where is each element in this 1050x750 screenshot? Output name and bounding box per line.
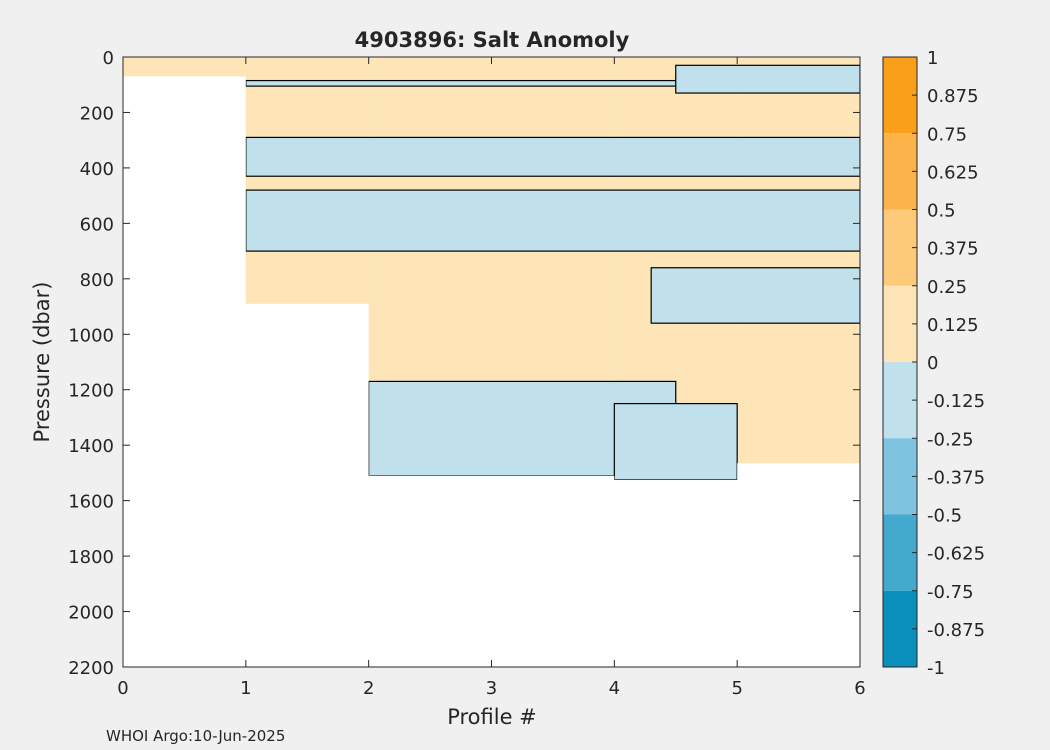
colorbar-tick-label: -0.5 [927,506,962,527]
x-tick-label: 5 [731,678,742,699]
colorbar-bin-4 [883,362,917,439]
footer-credit: WHOI Argo:10-Jun-2025 [106,727,285,745]
negative-band-2 [245,136,861,177]
colorbar-tick-label: -0.625 [927,544,985,565]
x-tick-label: 6 [854,678,865,699]
colorbar-tick-label: -0.875 [927,620,985,641]
colorbar-tick-label: -1 [927,658,945,679]
colorbar-tick-label: -0.375 [927,467,985,488]
chart-title: 4903896: Salt Anomoly [355,28,630,52]
x-axis-ticks: 0 1 2 3 4 5 6 [117,57,866,699]
y-tick-label: 2000 [68,603,114,624]
y-tick-label: 1800 [68,547,114,568]
y-tick-label: 400 [80,159,114,180]
x-tick-label: 3 [486,678,497,699]
y-tick-label: 1400 [68,436,114,457]
colorbar-tick-label: 0.5 [927,201,956,222]
colorbar-tick-label: -0.75 [927,582,974,603]
y-tick-label: 200 [80,103,114,124]
x-tick-label: 0 [117,678,128,699]
y-tick-label: 800 [80,270,114,291]
anomaly-field [123,57,861,480]
profile-column-4 [737,57,860,464]
y-tick-label: 0 [103,48,114,69]
negative-band-3 [245,189,861,252]
colorbar-tick-label: 0.375 [927,239,979,260]
y-tick-label: 600 [80,214,114,235]
y-tick-label: 1200 [68,381,114,402]
y-tick-label: 2200 [68,658,114,679]
profile-column-1 [245,57,369,304]
colorbar-bin-1 [883,133,917,210]
negative-band-4 [650,267,861,324]
colorbar-tick-label: 0.625 [927,162,979,183]
colorbar-tick-label: 0.75 [927,124,967,145]
colorbar-tick-label: 0.875 [927,86,979,107]
colorbar-bin-3 [883,285,917,362]
colorbar-bin-2 [883,209,917,286]
x-tick-label: 4 [609,678,620,699]
y-axis-label: Pressure (dbar) [30,282,54,443]
colorbar-bin-6 [883,514,917,591]
colorbar-tick-label: 0.125 [927,315,979,336]
colorbar-bin-7 [883,590,917,667]
colorbar-tick-label: -0.125 [927,391,985,412]
y-axis-ticks: 0 200 400 600 800 1000 1200 1400 1600 1800 2000 220… [68,48,860,679]
x-tick-label: 2 [363,678,374,699]
colorbar-tick-label: -0.25 [927,429,974,450]
negative-band-6 [613,402,738,480]
x-axis-label: Profile # [447,705,537,729]
colorbar-bin-0 [883,57,917,134]
colorbar-tick-label: 0 [927,353,938,374]
y-tick-label: 1000 [68,325,114,346]
colorbar-tick-label: 1 [927,48,938,69]
colorbar-tick-label: 0.25 [927,277,967,298]
profile-column-0 [123,57,246,77]
negative-band-1 [675,64,861,94]
colorbar-bin-5 [883,438,917,515]
y-tick-label: 1600 [68,492,114,513]
x-tick-label: 1 [240,678,251,699]
negative-anomaly-bands [245,64,861,480]
colorbar: 1 0.875 0.75 0.625 0.5 0.375 0.25 0.125 0 -0.125 -… [882,48,985,679]
